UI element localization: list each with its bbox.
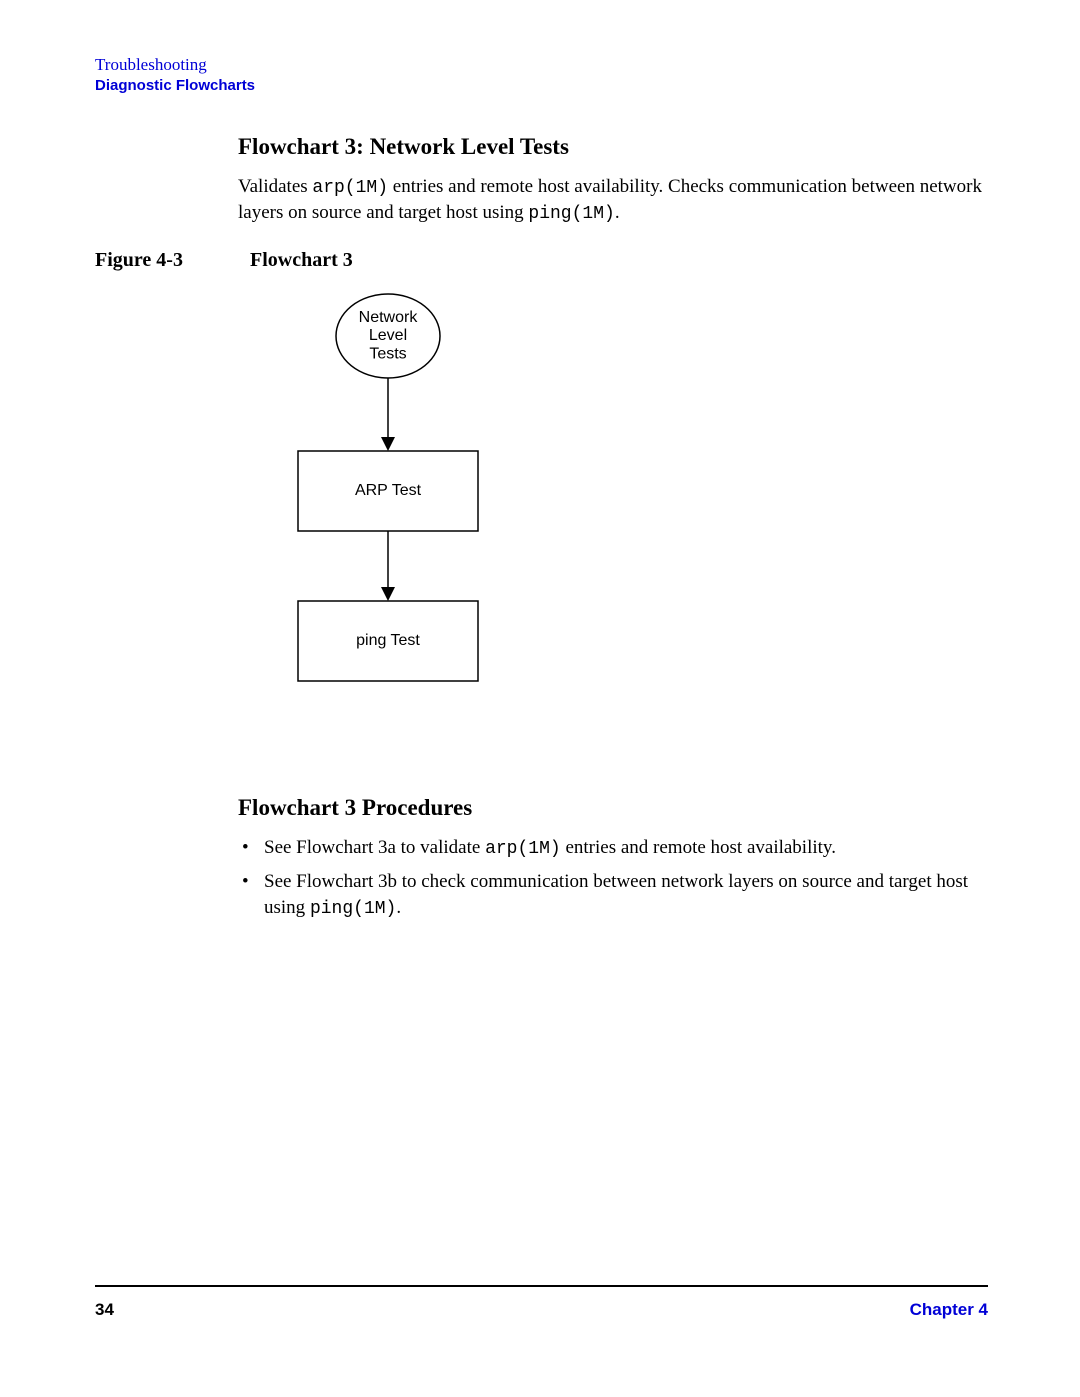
li-code: arp(1M) bbox=[485, 839, 561, 859]
li-code: ping(1M) bbox=[310, 899, 396, 919]
svg-text:ARP Test: ARP Test bbox=[355, 482, 422, 499]
list-item: See Flowchart 3b to check communication … bbox=[238, 869, 983, 921]
li-text-pre: See Flowchart 3a to validate bbox=[264, 837, 485, 858]
main-column: Flowchart 3: Network Level Tests Validat… bbox=[238, 134, 983, 227]
list-item: See Flowchart 3a to validate arp(1M) ent… bbox=[238, 835, 983, 861]
section-title: Flowchart 3: Network Level Tests bbox=[238, 134, 983, 160]
flowchart-diagram: Network LevelTests ARP Test ping Test bbox=[293, 286, 983, 701]
breadcrumb-chapter: Troubleshooting bbox=[95, 55, 990, 75]
svg-text:Level: Level bbox=[369, 327, 407, 344]
li-text-post: . bbox=[396, 897, 401, 918]
intro-text-post: . bbox=[615, 202, 620, 223]
intro-code-1: arp(1M) bbox=[312, 178, 388, 198]
figure-title: Flowchart 3 bbox=[250, 249, 353, 272]
page-number: 34 bbox=[95, 1300, 114, 1320]
svg-text:Network: Network bbox=[359, 308, 419, 325]
figure-body: Network LevelTests ARP Test ping Test Flowc… bbox=[238, 286, 983, 921]
page-footer: 34 Chapter 4 bbox=[95, 1300, 988, 1320]
intro-text-pre: Validates bbox=[238, 176, 312, 197]
svg-text:ping Test: ping Test bbox=[356, 632, 420, 649]
chapter-label: Chapter 4 bbox=[910, 1300, 988, 1320]
figure-caption: Figure 4-3 Flowchart 3 bbox=[95, 249, 990, 272]
breadcrumb-section: Diagnostic Flowcharts bbox=[95, 77, 990, 94]
section-intro: Validates arp(1M) entries and remote hos… bbox=[238, 174, 983, 227]
procedures-title: Flowchart 3 Procedures bbox=[238, 795, 983, 821]
svg-text:Tests: Tests bbox=[369, 345, 406, 362]
footer-rule bbox=[95, 1285, 988, 1287]
intro-code-2: ping(1M) bbox=[528, 204, 614, 224]
figure-label: Figure 4-3 bbox=[95, 249, 250, 272]
page-content: Troubleshooting Diagnostic Flowcharts Fl… bbox=[95, 55, 990, 929]
procedures-list: See Flowchart 3a to validate arp(1M) ent… bbox=[238, 835, 983, 921]
li-text-post: entries and remote host availability. bbox=[561, 837, 836, 858]
